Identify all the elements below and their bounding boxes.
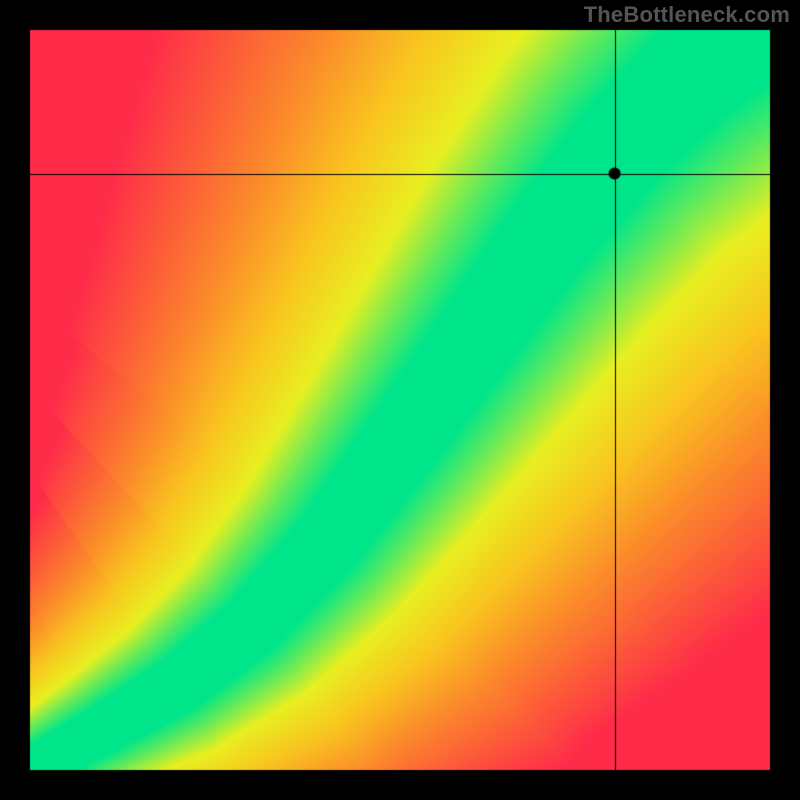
chart-container: TheBottleneck.com (0, 0, 800, 800)
bottleneck-heatmap (0, 0, 800, 800)
watermark-text: TheBottleneck.com (584, 2, 790, 28)
